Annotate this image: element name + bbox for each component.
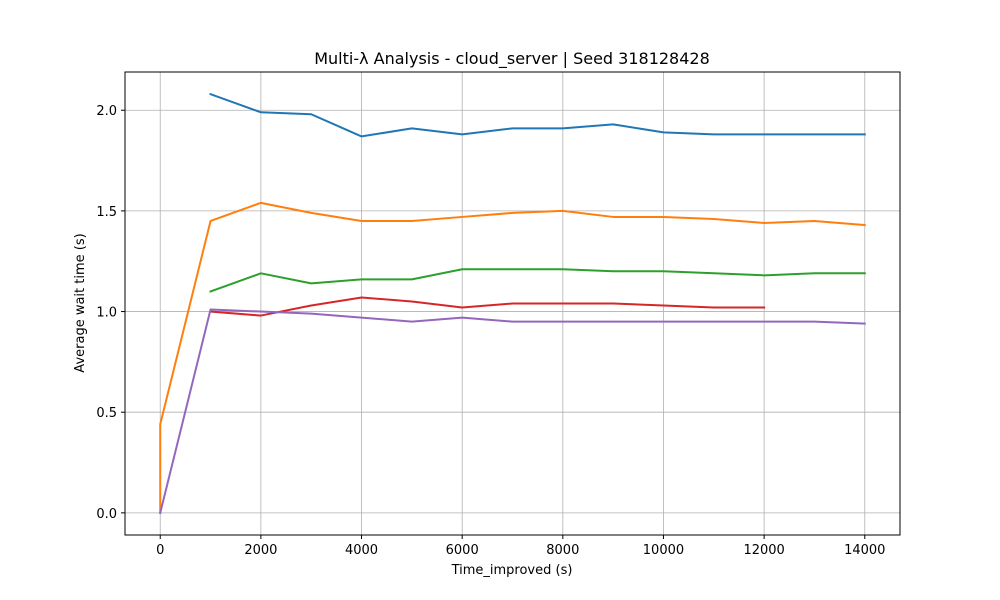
x-tick-label: 4000 xyxy=(345,543,378,558)
x-tick-label: 14000 xyxy=(844,543,885,558)
x-tick-label: 0 xyxy=(156,543,164,558)
plot-series xyxy=(159,92,866,515)
y-tick-label: 1.0 xyxy=(96,306,117,321)
chart-title: Multi-λ Analysis - cloud_server | Seed 3… xyxy=(314,49,710,69)
y-tick-label: 0.0 xyxy=(96,507,117,522)
x-axis-ticks: 0 2000 4000 6000 8000 10000 12000 14000 xyxy=(156,535,885,558)
x-tick-label: 12000 xyxy=(743,543,784,558)
y-tick-label: 2.0 xyxy=(96,104,117,119)
y-tick-label: 1.5 xyxy=(96,205,117,220)
x-tick-label: 6000 xyxy=(446,543,479,558)
x-tick-label: 10000 xyxy=(643,543,684,558)
series-line-3 xyxy=(209,268,866,293)
series-line-2 xyxy=(159,201,866,514)
y-axis-ticks: 0.0 0.5 1.0 1.5 2.0 xyxy=(96,104,125,522)
x-axis-label: Time_improved (s) xyxy=(451,563,573,578)
y-axis-label: Average wait time (s) xyxy=(73,233,88,372)
series-line-5 xyxy=(159,308,866,515)
y-tick-label: 0.5 xyxy=(96,406,117,421)
series-line-1 xyxy=(209,92,866,138)
series-line-4 xyxy=(209,296,766,317)
x-tick-label: 8000 xyxy=(546,543,579,558)
plot-frame xyxy=(124,71,901,536)
x-tick-label: 2000 xyxy=(244,543,277,558)
